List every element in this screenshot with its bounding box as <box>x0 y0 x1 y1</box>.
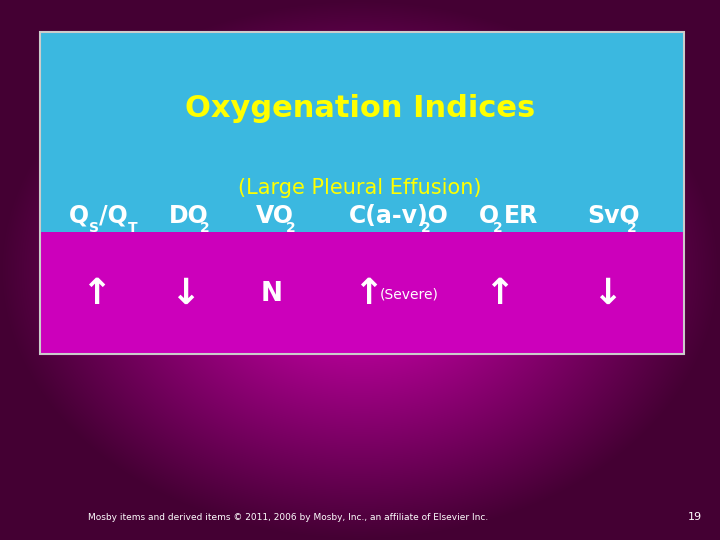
Text: S: S <box>89 221 99 235</box>
Text: ↑: ↑ <box>81 278 111 311</box>
Text: Oxygenation Indices: Oxygenation Indices <box>185 93 535 123</box>
Text: N: N <box>261 281 282 307</box>
Text: O: O <box>479 204 499 228</box>
Text: DO: DO <box>169 204 209 228</box>
Text: ↑: ↑ <box>354 278 384 311</box>
Text: ↓: ↓ <box>592 278 622 311</box>
Text: ER: ER <box>504 204 539 228</box>
Text: Mosby items and derived items © 2011, 2006 by Mosby, Inc., an affiliate of Elsev: Mosby items and derived items © 2011, 20… <box>88 513 488 522</box>
Text: 2: 2 <box>493 221 503 235</box>
FancyBboxPatch shape <box>40 232 684 354</box>
Text: Q: Q <box>68 204 89 228</box>
Text: ↑: ↑ <box>484 278 514 311</box>
Text: C(a-v)O: C(a-v)O <box>349 204 449 228</box>
Text: SvO: SvO <box>587 204 639 228</box>
Text: ↓: ↓ <box>170 278 200 311</box>
Text: (Large Pleural Effusion): (Large Pleural Effusion) <box>238 178 482 198</box>
Text: VO: VO <box>256 204 294 228</box>
Text: (Severe): (Severe) <box>379 287 438 301</box>
Text: 19: 19 <box>688 512 702 522</box>
FancyBboxPatch shape <box>40 32 684 232</box>
Text: 2: 2 <box>627 221 637 235</box>
Text: T: T <box>127 221 137 235</box>
Text: 2: 2 <box>286 221 296 235</box>
Text: /Q: /Q <box>99 204 128 228</box>
Text: 2: 2 <box>199 221 210 235</box>
Text: 2: 2 <box>421 221 431 235</box>
